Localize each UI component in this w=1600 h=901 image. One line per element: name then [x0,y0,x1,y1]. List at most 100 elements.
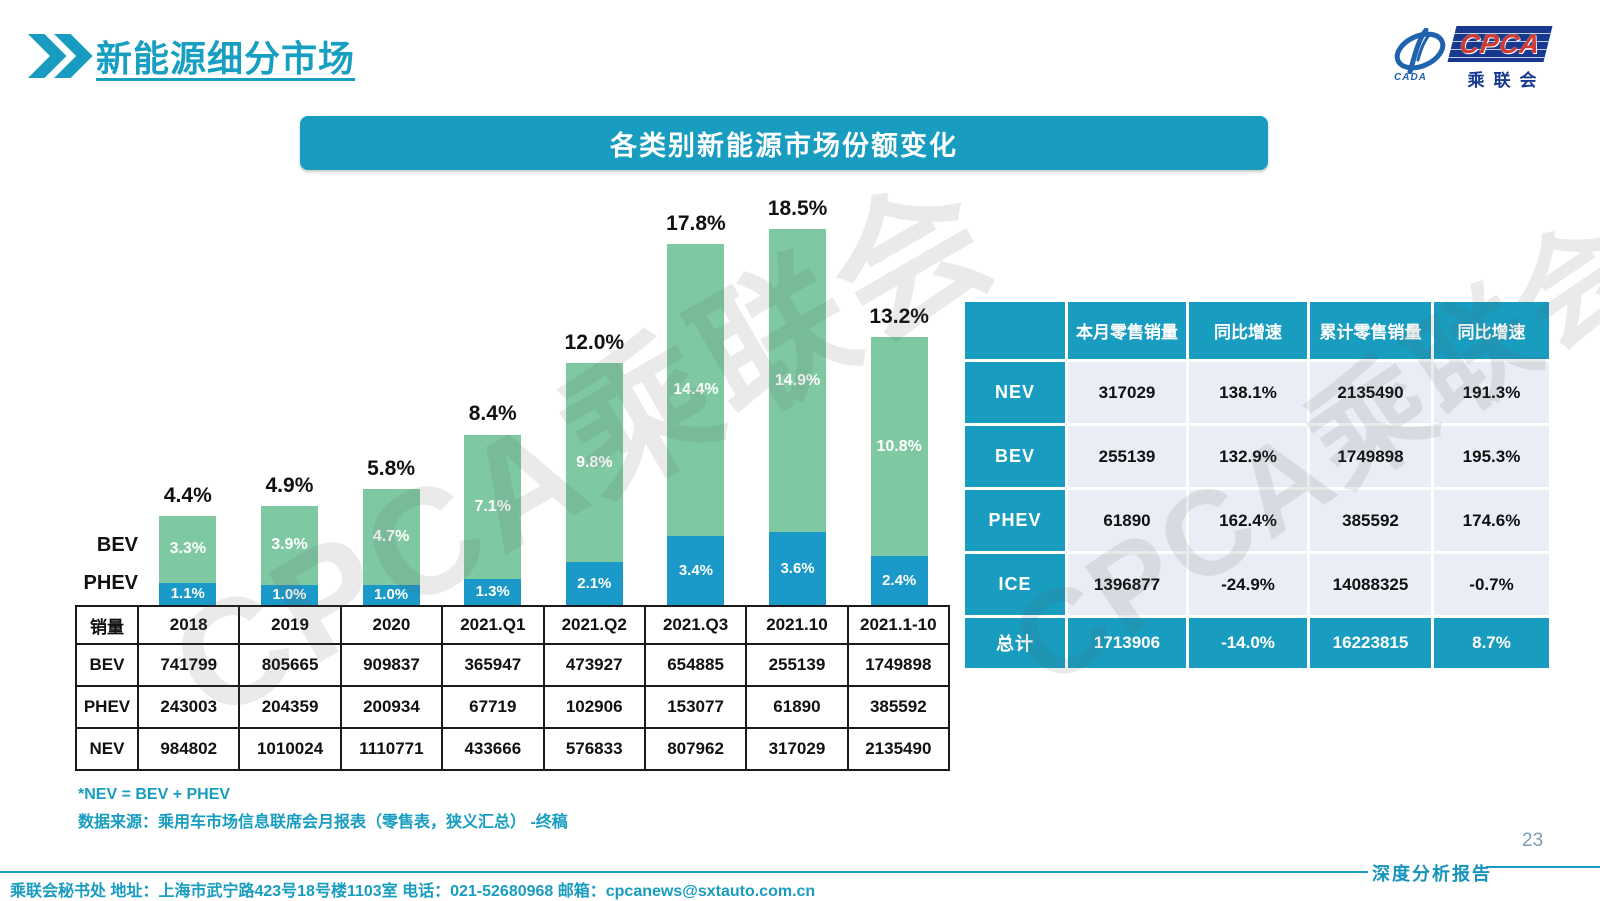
summary-corner-cell [965,302,1065,359]
sales-cell: 433666 [441,727,545,771]
total-share-label: 17.8% [666,211,726,235]
sales-cell: 473927 [542,643,646,687]
phev-value-label: 1.3% [475,583,510,601]
chart-title-banner: 各类别新能源市场份额变化 [300,116,1268,170]
cada-emblem-icon [1394,28,1446,74]
phev-value-label: 2.4% [882,572,917,590]
sales-cell: 1749898 [846,643,951,687]
logo-cpca-text: CPCA [1457,28,1543,59]
sales-row-label: NEV [75,727,139,771]
sales-cell: 1110771 [339,727,444,771]
summary-col-header: 本月零售销量 [1068,302,1186,359]
total-share-label: 5.8% [367,457,415,481]
sales-col-header: 2019 [238,605,342,645]
summary-cell: 317029 [1068,362,1186,423]
footer-divider-right [1486,866,1600,868]
summary-cell: 2135490 [1310,362,1431,423]
sales-cell: 204359 [238,685,342,729]
bar-group-2020: 4.7% 1.0% [362,185,420,605]
sales-cell: 67719 [441,685,545,729]
sales-cell: 984802 [136,727,241,771]
summary-cell: 14088325 [1310,554,1431,615]
total-share-label: 4.4% [163,483,212,507]
axis-label-bev: BEV [96,534,138,556]
phev-value-label: 3.6% [780,559,815,577]
page-number: 23 [1522,830,1544,851]
logo-chinese-name: 乘联会 [1467,71,1546,90]
phev-segment: 1.0% [362,584,420,605]
summary-col-header: 同比增速 [1189,302,1307,359]
bev-segment: 14.4% [667,243,725,536]
sales-col-header: 2018 [136,605,241,645]
bar-group-2019: 3.9% 1.0% [260,185,318,605]
total-share-label: 12.0% [564,331,625,355]
phev-segment: 1.3% [464,578,522,605]
sales-row-label: PHEV [75,685,139,729]
sales-col-header: 2021.Q3 [643,605,748,645]
bev-segment: 14.9% [769,229,827,532]
sales-header-row: 销量 2018 2019 2020 2021.Q1 2021.Q2 2021.Q3 2021.… [75,605,951,645]
sales-cell: 243003 [136,685,241,729]
summary-cell: 1713906 [1068,618,1186,668]
page-title: 新能源细分市场 [96,38,356,79]
sales-corner-label: 销量 [75,605,139,645]
total-share-label: 13.2% [869,305,929,329]
sales-row-bev: BEV 741799 805665 909837 365947 473927 654885 2… [75,643,951,687]
summary-cell: 385592 [1310,490,1431,551]
phev-segment: 3.6% [769,531,827,605]
summary-cell: 138.1% [1189,362,1307,423]
bev-value-label: 14.9% [774,371,821,389]
summary-cell: 1396877 [1068,554,1186,615]
sales-cell: 102906 [542,685,646,729]
sales-cell: 576833 [542,727,646,771]
bev-segment: 9.8% [565,363,623,563]
bev-segment: 3.3% [159,515,217,583]
sales-cell: 807962 [643,727,748,771]
bev-value-label: 3.3% [169,540,207,558]
bar-group-2021.Q3: 14.4% 3.4% [667,185,725,605]
sales-cell: 2135490 [846,727,951,771]
summary-table: 本月零售销量 同比增速 累计零售销量 同比增速 NEV 317029 138.1% 21354… [965,302,1549,668]
sales-col-header: 2021.Q1 [441,605,545,645]
phev-value-label: 2.1% [577,575,612,593]
summary-row-label-2: BEV [965,426,1065,487]
sales-cell: 255139 [745,643,849,687]
cpca-logo: CADA CPCA 乘联会 [1392,20,1553,92]
total-share-label: 4.9% [265,473,314,497]
bar-group-2021.10: 14.9% 3.6% [769,185,827,605]
sales-cell: 153077 [643,685,748,729]
logo-cpca-box: CPCA [1447,26,1553,62]
summary-row-label-1: NEV [965,362,1065,423]
sales-cell: 805665 [238,643,342,687]
summary-cell: -0.7% [1434,554,1549,615]
bev-value-label: 3.9% [271,536,308,554]
sales-col-header: 2021.1-10 [846,605,951,645]
phev-segment: 2.4% [870,556,928,605]
phev-segment: 3.4% [667,535,725,605]
sales-col-header: 2020 [339,605,444,645]
summary-cell: -14.0% [1189,618,1307,668]
sales-row-nev: NEV 984802 1010024 1110771 433666 576833 80796… [75,727,951,771]
bev-segment: 4.7% [362,489,420,585]
sales-cell: 909837 [339,643,444,687]
phev-segment: 2.1% [565,562,623,605]
sales-row-label: BEV [75,643,139,687]
summary-cell: 16223815 [1310,618,1431,668]
bar-group-2021.1-10: 10.8% 2.4% [870,185,928,605]
stacked-bar-chart: 3.3% 1.1% 4.4% 3.9% 1.0% 4.9% 4.7% 1.0% 5.8% 7.1%… [75,185,950,605]
summary-cell: 255139 [1068,426,1186,487]
phev-value-label: 3.4% [678,561,714,579]
summary-cell: 8.7% [1434,618,1549,668]
bev-segment: 10.8% [870,337,928,557]
sales-table: 销量 2018 2019 2020 2021.Q1 2021.Q2 2021.Q3 2021.… [75,605,951,771]
summary-col-header: 累计零售销量 [1310,302,1431,359]
sales-cell: 61890 [745,685,849,729]
summary-cell: 174.6% [1434,490,1549,551]
sales-cell: 1010024 [238,727,342,771]
summary-cell: 132.9% [1189,426,1307,487]
footer-divider-left [0,871,1368,873]
summary-row-label-5: 总计 [965,618,1065,668]
summary-cell: 191.3% [1434,362,1549,423]
axis-label-phev: PHEV [83,572,138,594]
